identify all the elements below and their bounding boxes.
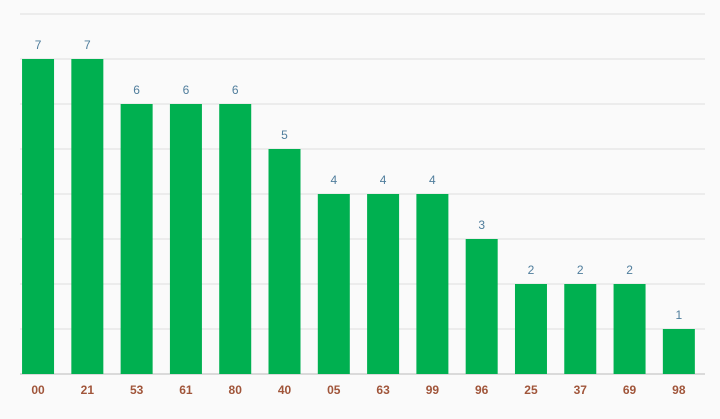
value-label: 4 [330, 173, 337, 187]
x-tick-label: 25 [524, 383, 538, 397]
bar [268, 149, 301, 374]
bar [219, 104, 252, 374]
value-label: 2 [577, 263, 584, 277]
bar [71, 59, 104, 374]
bar [367, 194, 400, 374]
x-tick-label: 96 [475, 383, 489, 397]
x-tick-label: 40 [278, 383, 292, 397]
bar [317, 194, 350, 374]
bar [514, 284, 547, 374]
x-tick-label: 05 [327, 383, 341, 397]
bar [662, 329, 695, 374]
value-label: 4 [380, 173, 387, 187]
value-label: 4 [429, 173, 436, 187]
x-tick-label: 80 [229, 383, 243, 397]
x-tick-label: 53 [130, 383, 144, 397]
x-tick-label: 61 [179, 383, 193, 397]
value-label: 2 [528, 263, 535, 277]
x-tick-label: 69 [623, 383, 637, 397]
bar [22, 59, 55, 374]
value-label: 6 [183, 83, 190, 97]
x-tick-label: 00 [31, 383, 45, 397]
value-label: 2 [626, 263, 633, 277]
x-tick-label: 99 [426, 383, 440, 397]
value-label: 1 [676, 308, 683, 322]
bar [169, 104, 202, 374]
bar [613, 284, 646, 374]
value-label: 7 [35, 38, 42, 52]
value-label: 6 [232, 83, 239, 97]
value-label: 5 [281, 128, 288, 142]
bar [416, 194, 449, 374]
value-label: 3 [478, 218, 485, 232]
x-tick-label: 37 [574, 383, 588, 397]
value-label: 7 [84, 38, 91, 52]
bar [564, 284, 597, 374]
bar [120, 104, 153, 374]
x-tick-label: 63 [376, 383, 390, 397]
bar [465, 239, 498, 374]
x-tick-label: 98 [672, 383, 686, 397]
value-label: 6 [133, 83, 140, 97]
x-tick-label: 21 [81, 383, 95, 397]
